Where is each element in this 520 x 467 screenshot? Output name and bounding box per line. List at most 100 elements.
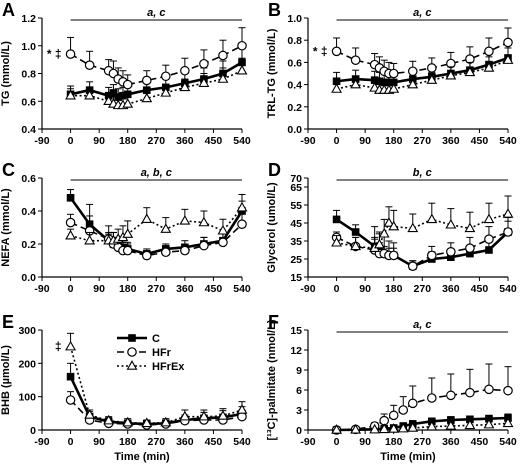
data-point <box>388 410 399 421</box>
data-point <box>407 398 418 409</box>
x-tick-label: 270 <box>148 135 166 147</box>
data-point <box>464 222 476 233</box>
data-point <box>65 49 76 59</box>
legend-label: HFrEx <box>152 361 185 373</box>
significance-label: a, c <box>147 7 165 19</box>
x-tick-label: 450 <box>471 135 489 147</box>
significance-label: a, b, c <box>141 167 172 179</box>
data-point <box>445 69 457 80</box>
data-point <box>122 228 134 238</box>
panel-letter: E <box>2 312 14 332</box>
panel-letter: A <box>2 0 15 20</box>
data-point <box>237 219 247 229</box>
data-point <box>199 240 209 251</box>
x-tick-label: 360 <box>442 135 460 147</box>
y-tick-label: 0.4 <box>287 80 302 92</box>
x-tick-label: 0 <box>68 135 74 147</box>
data-point <box>161 71 171 82</box>
data-point <box>65 340 77 351</box>
data-point <box>350 55 361 65</box>
panel-letter: B <box>268 0 281 20</box>
x-tick-label: 90 <box>359 436 371 448</box>
y-tick-label: 0 <box>296 425 302 437</box>
series-line <box>70 207 243 242</box>
series-hfr <box>65 27 247 90</box>
data-point <box>350 78 362 89</box>
x-tick-label: 90 <box>359 283 371 295</box>
data-point <box>484 234 494 244</box>
panel-B: B 0.0 0.2 0.4 0.6 0.8 1.0 -90 0 90 180 270 360 450 540… <box>266 0 517 147</box>
data-point <box>407 261 418 271</box>
data-point <box>485 414 493 423</box>
data-point <box>465 387 475 398</box>
data-point <box>331 83 343 93</box>
y-tick-label: 0.8 <box>21 69 36 81</box>
data-point <box>331 236 343 247</box>
data-point <box>142 86 151 94</box>
data-point <box>103 95 115 105</box>
x-tick-label: -90 <box>34 283 49 295</box>
data-point <box>236 201 248 212</box>
x-tick-label: 450 <box>205 135 223 147</box>
y-tick-label: 12 <box>290 345 302 357</box>
panel-letter: C <box>2 160 15 180</box>
panel-letter: F <box>268 312 279 332</box>
legend-label: C <box>152 333 160 345</box>
data-point <box>160 223 172 233</box>
data-point <box>122 79 133 90</box>
data-point <box>66 372 75 381</box>
x-tick-label: 270 <box>414 283 432 295</box>
x-tick-label: -90 <box>34 135 49 147</box>
data-point <box>466 249 474 258</box>
x-tick-label: 450 <box>471 436 489 448</box>
data-point <box>426 213 438 224</box>
data-point <box>407 66 418 77</box>
y-tick-label: 300 <box>18 325 36 337</box>
x-tick-label: -90 <box>34 436 49 448</box>
x-tick-label: -90 <box>300 135 315 147</box>
data-point <box>483 62 495 72</box>
data-point <box>180 65 190 76</box>
data-point <box>484 46 494 57</box>
significance-marker: * ‡ <box>47 47 62 61</box>
data-point <box>388 250 399 261</box>
significance-label: a, c <box>413 7 431 19</box>
data-point <box>199 58 209 69</box>
data-point <box>331 424 343 434</box>
x-tick-label: 540 <box>233 135 251 147</box>
y-tick-label: 0.2 <box>21 239 36 251</box>
data-point <box>236 64 248 75</box>
y-tick-label: 0.6 <box>21 96 36 108</box>
series-line <box>70 45 243 86</box>
significance-label: a, c <box>413 319 431 331</box>
y-axis-label: Glycerol (umol/L) <box>266 182 278 273</box>
y-tick-label: 35 <box>290 236 302 248</box>
data-point <box>485 246 493 254</box>
data-point <box>380 78 388 87</box>
y-axis-label: TG (mmol/L) <box>0 41 12 106</box>
y-tick-label: 0.6 <box>21 173 36 185</box>
x-tick-label: 270 <box>414 135 432 147</box>
x-tick-label: 450 <box>205 436 223 448</box>
data-point <box>502 208 514 218</box>
data-point <box>198 410 210 421</box>
data-point <box>122 245 133 256</box>
y-tick-label: 0.0 <box>287 124 302 136</box>
series-hfrex <box>65 57 248 110</box>
data-point <box>503 385 513 396</box>
x-tick-label: 180 <box>119 135 137 147</box>
x-tick-label: 90 <box>93 436 105 448</box>
data-point <box>236 404 248 414</box>
legend-marker <box>126 360 138 370</box>
data-point <box>123 90 132 99</box>
data-point <box>426 74 438 84</box>
y-tick-label: 15 <box>290 272 302 284</box>
data-point <box>397 422 409 433</box>
y-tick-label: 0.0 <box>21 272 36 284</box>
data-point <box>502 417 514 428</box>
series-hfrex <box>331 47 514 94</box>
data-point <box>388 423 400 433</box>
